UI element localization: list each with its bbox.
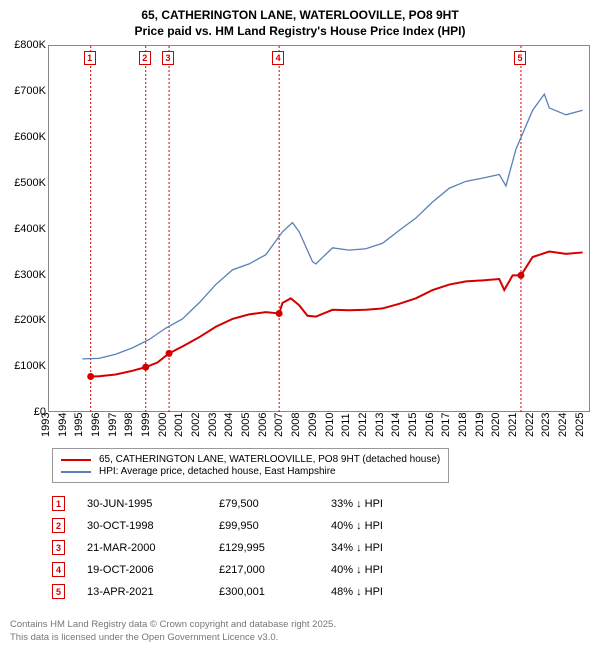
x-tick-label: 2002 xyxy=(190,413,202,437)
legend-label: 65, CATHERINGTON LANE, WATERLOOVILLE, PO… xyxy=(99,454,440,465)
legend-swatch xyxy=(61,471,91,473)
sale-marker-box: 4 xyxy=(272,51,284,65)
sale-pct: 48% ↓ HPI xyxy=(331,586,421,598)
sales-table: 1 30-JUN-1995 £79,500 33% ↓ HPI 2 30-OCT-1998… xyxy=(52,496,590,599)
x-tick-label: 1993 xyxy=(40,413,52,437)
sale-price: £217,000 xyxy=(219,564,309,576)
sale-row: 4 19-OCT-2006 £217,000 40% ↓ HPI xyxy=(52,562,590,577)
plot-region xyxy=(48,45,590,412)
sale-marker-box: 5 xyxy=(514,51,526,65)
x-tick-label: 2009 xyxy=(307,413,319,437)
legend-item: HPI: Average price, detached house, East… xyxy=(61,466,440,477)
x-tick-label: 1996 xyxy=(90,413,102,437)
sale-marker-box: 1 xyxy=(84,51,96,65)
x-tick-label: 2017 xyxy=(440,413,452,437)
sale-date: 19-OCT-2006 xyxy=(87,564,197,576)
y-tick-label: £800K xyxy=(8,39,46,51)
sale-number-box: 2 xyxy=(52,518,65,533)
x-tick-label: 2013 xyxy=(374,413,386,437)
sale-pct: 33% ↓ HPI xyxy=(331,498,421,510)
x-tick-label: 1994 xyxy=(57,413,69,437)
x-tick-label: 2015 xyxy=(407,413,419,437)
x-tick-label: 2012 xyxy=(357,413,369,437)
y-tick-label: £600K xyxy=(8,131,46,143)
x-tick-label: 2006 xyxy=(257,413,269,437)
x-tick-label: 2004 xyxy=(223,413,235,437)
sale-price: £79,500 xyxy=(219,498,309,510)
sale-pct: 40% ↓ HPI xyxy=(331,520,421,532)
sale-date: 30-OCT-1998 xyxy=(87,520,197,532)
x-tick-label: 2003 xyxy=(207,413,219,437)
legend-label: HPI: Average price, detached house, East… xyxy=(99,466,336,477)
chart-title: 65, CATHERINGTON LANE, WATERLOOVILLE, PO… xyxy=(10,8,590,39)
sale-row: 5 13-APR-2021 £300,001 48% ↓ HPI xyxy=(52,584,590,599)
x-tick-label: 2024 xyxy=(557,413,569,437)
sale-number-box: 1 xyxy=(52,496,65,511)
y-tick-label: £700K xyxy=(8,85,46,97)
sale-number-box: 3 xyxy=(52,540,65,555)
x-tick-label: 2025 xyxy=(574,413,586,437)
x-tick-label: 2001 xyxy=(173,413,185,437)
sale-pct: 34% ↓ HPI xyxy=(331,542,421,554)
sale-date: 13-APR-2021 xyxy=(87,586,197,598)
x-tick-label: 1998 xyxy=(123,413,135,437)
x-tick-label: 2007 xyxy=(273,413,285,437)
y-tick-label: £100K xyxy=(8,360,46,372)
x-tick-label: 2023 xyxy=(540,413,552,437)
footer-line2: This data is licensed under the Open Gov… xyxy=(10,632,336,644)
sale-price: £99,950 xyxy=(219,520,309,532)
footer-line1: Contains HM Land Registry data © Crown c… xyxy=(10,619,336,631)
sale-row: 3 21-MAR-2000 £129,995 34% ↓ HPI xyxy=(52,540,590,555)
x-tick-label: 2014 xyxy=(390,413,402,437)
sale-row: 1 30-JUN-1995 £79,500 33% ↓ HPI xyxy=(52,496,590,511)
x-tick-label: 2021 xyxy=(507,413,519,437)
chart-area: £0£100K£200K£300K£400K£500K£600K£700K£80… xyxy=(10,45,590,440)
x-tick-label: 1999 xyxy=(140,413,152,437)
legend-swatch xyxy=(61,459,91,461)
sale-marker-box: 3 xyxy=(162,51,174,65)
sale-marker-box: 2 xyxy=(139,51,151,65)
y-tick-label: £200K xyxy=(8,314,46,326)
sale-date: 30-JUN-1995 xyxy=(87,498,197,510)
sale-pct: 40% ↓ HPI xyxy=(331,564,421,576)
x-tick-label: 2020 xyxy=(490,413,502,437)
footer-attribution: Contains HM Land Registry data © Crown c… xyxy=(10,619,336,644)
x-axis: 1993199419951996199719981999200020012002… xyxy=(48,412,590,440)
x-tick-label: 2008 xyxy=(290,413,302,437)
y-tick-label: £500K xyxy=(8,177,46,189)
chart-svg xyxy=(49,46,589,411)
x-tick-label: 2011 xyxy=(340,414,352,438)
x-tick-label: 2005 xyxy=(240,413,252,437)
x-tick-label: 2016 xyxy=(424,413,436,437)
x-tick-label: 1995 xyxy=(73,413,85,437)
sale-date: 21-MAR-2000 xyxy=(87,542,197,554)
sale-number-box: 5 xyxy=(52,584,65,599)
x-tick-label: 2018 xyxy=(457,413,469,437)
title-line2: Price paid vs. HM Land Registry's House … xyxy=(10,24,590,40)
sale-number-box: 4 xyxy=(52,562,65,577)
x-tick-label: 2010 xyxy=(324,413,336,437)
sale-row: 2 30-OCT-1998 £99,950 40% ↓ HPI xyxy=(52,518,590,533)
sale-price: £300,001 xyxy=(219,586,309,598)
y-tick-label: £300K xyxy=(8,269,46,281)
x-tick-label: 2000 xyxy=(157,413,169,437)
sale-price: £129,995 xyxy=(219,542,309,554)
x-tick-label: 2019 xyxy=(474,413,486,437)
legend-item: 65, CATHERINGTON LANE, WATERLOOVILLE, PO… xyxy=(61,454,440,465)
x-tick-label: 1997 xyxy=(107,413,119,437)
legend: 65, CATHERINGTON LANE, WATERLOOVILLE, PO… xyxy=(52,448,449,483)
title-line1: 65, CATHERINGTON LANE, WATERLOOVILLE, PO… xyxy=(10,8,590,24)
y-tick-label: £400K xyxy=(8,223,46,235)
x-tick-label: 2022 xyxy=(524,413,536,437)
